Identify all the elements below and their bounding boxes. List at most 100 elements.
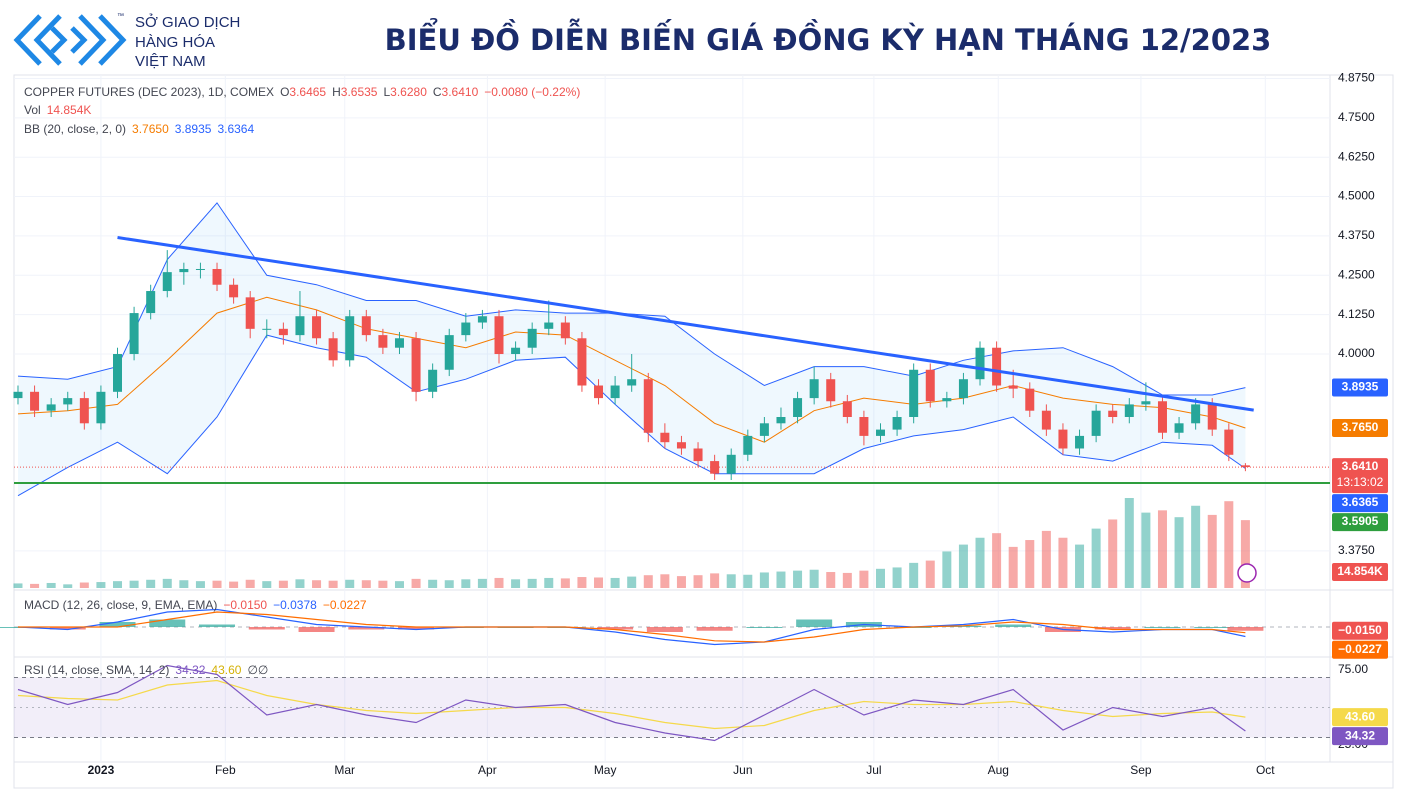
logo-text: VIỆT NAM bbox=[135, 53, 206, 70]
candle-body bbox=[79, 398, 89, 424]
candle-body bbox=[527, 328, 537, 348]
axis-value-label: 34.32 bbox=[1345, 728, 1375, 742]
volume-bar bbox=[278, 580, 288, 588]
volume-bar bbox=[826, 572, 836, 588]
trademark: ™ bbox=[117, 13, 124, 20]
candle-body bbox=[179, 268, 189, 273]
y-tick-label: 4.5000 bbox=[1338, 189, 1375, 203]
page-title: BIỂU ĐỒ DIỄN BIẾN GIÁ ĐỒNG KỲ HẠN THÁNG … bbox=[385, 18, 1272, 57]
y-tick-label: 3.3750 bbox=[1338, 543, 1375, 557]
axis-value-label: 43.60 bbox=[1345, 709, 1375, 723]
legend: COPPER FUTURES (DEC 2023), 1D, COMEX O3.6… bbox=[24, 85, 580, 99]
candle-body bbox=[1041, 410, 1051, 430]
candle-body bbox=[577, 338, 587, 386]
legend-item: −0.0227 bbox=[323, 598, 367, 612]
candle-body bbox=[295, 316, 305, 336]
rsi-tick-label: 75.00 bbox=[1338, 662, 1368, 676]
candle-body bbox=[909, 369, 919, 417]
legend-item: 3.6535 bbox=[341, 85, 378, 99]
candle-body bbox=[411, 338, 421, 392]
volume-bar bbox=[46, 582, 56, 588]
axis-value-label: −0.0150 bbox=[1338, 623, 1382, 637]
x-tick-label: Aug bbox=[988, 763, 1009, 777]
volume-bar bbox=[1091, 528, 1101, 588]
candle-body bbox=[958, 379, 968, 399]
volume-bar bbox=[544, 577, 554, 588]
candle-body bbox=[378, 335, 388, 348]
candle-body bbox=[328, 338, 338, 361]
volume-bar bbox=[146, 579, 156, 588]
legend-item: 34.32 bbox=[175, 663, 205, 677]
volume-bar bbox=[394, 581, 404, 588]
volume-bar bbox=[162, 578, 172, 588]
legend-item: MACD (12, 26, close, 9, EMA, EMA) bbox=[24, 598, 217, 612]
legend-item: −0.0080 (−0.22%) bbox=[484, 85, 580, 99]
legend-item: C bbox=[433, 85, 442, 99]
candle-body bbox=[461, 322, 471, 336]
volume-bar bbox=[1124, 498, 1134, 588]
volume-bar bbox=[975, 537, 985, 588]
legend-item: 43.60 bbox=[211, 663, 241, 677]
candle-body bbox=[842, 401, 852, 417]
axis-value-box bbox=[1332, 640, 1388, 659]
y-tick-label: 4.7500 bbox=[1338, 110, 1375, 124]
candle-body bbox=[544, 322, 554, 329]
candle-body bbox=[1058, 429, 1068, 449]
axis-value-box bbox=[1332, 419, 1388, 438]
legend-item: ∅ bbox=[258, 663, 268, 677]
volume-bar bbox=[1224, 501, 1234, 588]
candle-body bbox=[660, 432, 670, 443]
candle-body bbox=[627, 379, 637, 386]
axis-value-label: 3.8935 bbox=[1342, 380, 1379, 394]
volume-bar bbox=[859, 570, 869, 588]
candle-body bbox=[859, 417, 869, 436]
legend-item: −0.0378 bbox=[273, 598, 317, 612]
volume-bar bbox=[892, 567, 902, 588]
volume-bar bbox=[710, 573, 720, 588]
candle-body bbox=[1157, 401, 1167, 433]
volume-bar bbox=[179, 580, 189, 588]
macd-hist bbox=[1144, 627, 1181, 628]
legend-item: RSI (14, close, SMA, 14, 2) bbox=[24, 663, 169, 677]
macd-hist bbox=[398, 627, 435, 630]
legend-item: 14.854K bbox=[47, 103, 92, 117]
volume-bar bbox=[1207, 514, 1217, 588]
volume-bar bbox=[113, 581, 123, 588]
volume-bar bbox=[743, 574, 753, 588]
candle-body bbox=[428, 369, 438, 392]
volume-bar bbox=[312, 580, 322, 588]
candle-body bbox=[494, 316, 504, 355]
candle-body bbox=[511, 347, 521, 355]
volume-bar bbox=[1141, 512, 1151, 588]
candle-body bbox=[676, 442, 686, 449]
legend-item: 3.7650 bbox=[132, 122, 169, 136]
legend-item: 3.8935 bbox=[175, 122, 212, 136]
y-tick-label: 4.0000 bbox=[1338, 346, 1375, 360]
volume-bar bbox=[195, 581, 205, 588]
candle-body bbox=[1091, 410, 1101, 436]
volume-bar bbox=[411, 578, 421, 588]
macd-hist bbox=[199, 624, 236, 627]
macd-hist bbox=[49, 627, 86, 630]
candle-body bbox=[776, 417, 786, 424]
legend-item: 3.6465 bbox=[289, 85, 326, 99]
trendline bbox=[117, 236, 1254, 412]
macd-hist bbox=[1094, 627, 1131, 630]
candle-body bbox=[63, 398, 73, 405]
candle-body bbox=[1240, 465, 1250, 468]
axis-value-label: 3.6365 bbox=[1342, 495, 1379, 509]
axis-value-sublabel: 13:13:02 bbox=[1337, 475, 1384, 489]
volume-bar bbox=[477, 578, 487, 588]
candle-body bbox=[992, 347, 1002, 386]
x-tick-label: Oct bbox=[1256, 763, 1275, 777]
rsi-line bbox=[17, 664, 1246, 742]
volume-bar bbox=[212, 580, 222, 588]
candle-body bbox=[113, 354, 123, 392]
volume-bar bbox=[958, 544, 968, 588]
candle-body bbox=[594, 385, 604, 399]
candle-body bbox=[129, 313, 139, 355]
candle-body bbox=[1191, 404, 1201, 424]
candle-body bbox=[245, 297, 255, 329]
volume-value-box bbox=[1332, 563, 1388, 581]
candle-body bbox=[875, 429, 885, 436]
